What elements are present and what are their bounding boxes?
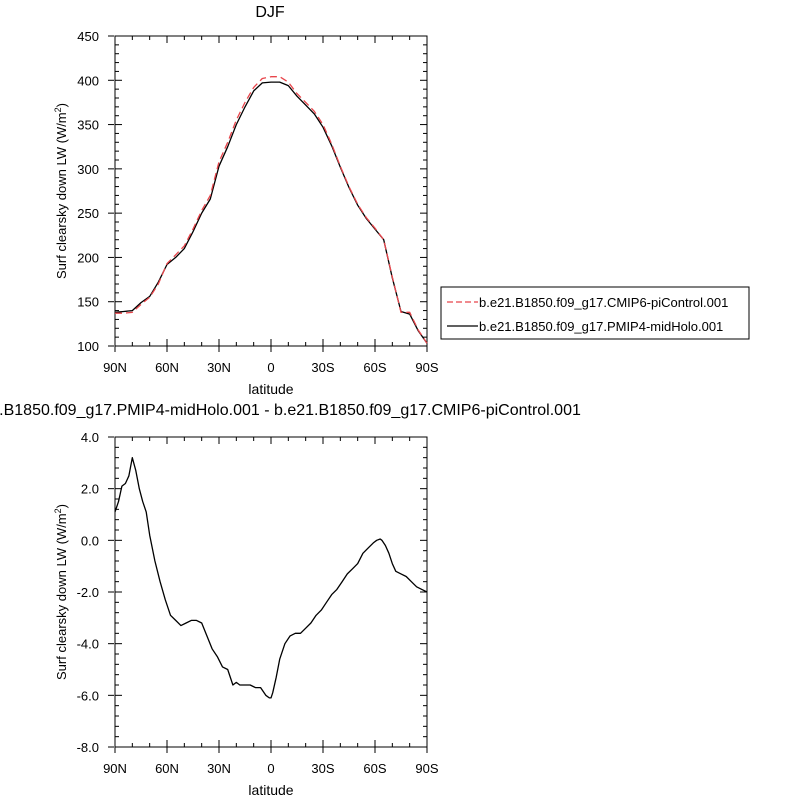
bottom-y-ticks: -8.0 -6.0 -4.0 -2.0 0.0 2.0 4.0 (77, 430, 427, 755)
legend: b.e21.B1850.f09_g17.CMIP6-piControl.001 … (440, 286, 750, 340)
top-series-lines (114, 76, 428, 344)
legend-label-midHolo: b.e21.B1850.f09_g17.PMIP4-midHolo.001 (479, 319, 723, 334)
bot-ytick-label: -4.0 (77, 637, 99, 652)
bot-ytick-label: -8.0 (77, 740, 99, 755)
top-y-axis-label: Surf clearsky down LW (W/m2) (53, 103, 69, 279)
top-ytick-label: 350 (77, 118, 99, 133)
top-series-line-0 (115, 76, 428, 344)
bot-series-line-0 (114, 457, 428, 699)
top-x-ticks: 90N 60N 30N 0 30S 60S 90S (103, 36, 439, 375)
bot-ytick-label: 0.0 (81, 533, 99, 548)
top-xtick-label: 30S (311, 360, 334, 375)
bot-xtick-label: 30S (311, 761, 334, 776)
bot-xtick-label: 0 (267, 761, 274, 776)
top-ytick-label: 300 (77, 162, 99, 177)
top-xtick-label: 90S (415, 360, 438, 375)
top-ytick-label: 150 (77, 295, 99, 310)
bot-xtick-label: 60N (155, 761, 179, 776)
bottom-plot-frame (114, 436, 428, 748)
top-series-line-1 (114, 81, 428, 344)
top-xtick-label: 30N (207, 360, 231, 375)
bottom-x-axis-label: latitude (248, 782, 293, 798)
bottom-x-ticks: 90N 60N 30N 0 30S 60S 90S (103, 437, 439, 776)
bot-xtick-label: 90S (415, 761, 438, 776)
bot-ytick-label: -2.0 (77, 585, 99, 600)
bot-ytick-label: 2.0 (81, 482, 99, 497)
top-y-ticks: 100 150 200 250 300 350 400 450 (77, 29, 427, 354)
bot-xtick-label: 90N (103, 761, 127, 776)
bot-ytick-label: 4.0 (81, 430, 99, 445)
legend-label-piControl: b.e21.B1850.f09_g17.CMIP6-piControl.001 (479, 295, 728, 310)
top-xtick-label: 0 (267, 360, 274, 375)
bottom-y-axis-label: Surf clearsky down LW (W/m2) (53, 504, 69, 680)
top-ytick-label: 250 (77, 206, 99, 221)
top-xtick-label: 60N (155, 360, 179, 375)
bottom-chart: b.e21.B1850.f09_g17.PMIP4-midHolo.001 - … (0, 402, 581, 798)
top-ytick-label: 200 (77, 250, 99, 265)
top-ytick-label: 450 (77, 29, 99, 44)
top-xtick-label: 90N (103, 360, 127, 375)
top-ytick-label: 100 (77, 339, 99, 354)
bot-xtick-label: 60S (363, 761, 386, 776)
bottom-series-lines (114, 457, 428, 699)
bottom-chart-title: b.e21.B1850.f09_g17.PMIP4-midHolo.001 - … (0, 402, 581, 419)
top-chart-title: DJF (255, 4, 285, 21)
bot-ytick-label: -6.0 (77, 688, 99, 703)
top-x-axis-label: latitude (248, 381, 293, 397)
legend-box (440, 286, 750, 340)
top-chart: DJF 100 150 200 250 300 350 400 450 90N 60N 30N 0 3… (53, 4, 750, 397)
bot-xtick-label: 30N (207, 761, 231, 776)
top-ytick-label: 400 (77, 73, 99, 88)
top-xtick-label: 60S (363, 360, 386, 375)
